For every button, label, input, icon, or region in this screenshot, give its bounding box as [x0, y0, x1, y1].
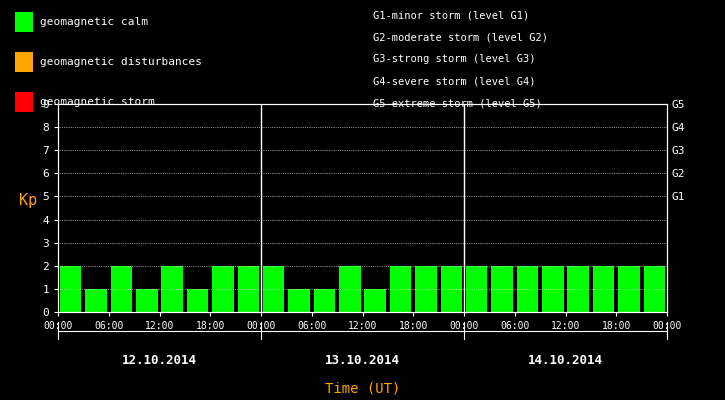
Text: geomagnetic calm: geomagnetic calm: [40, 17, 148, 27]
Bar: [390, 266, 411, 312]
Bar: [644, 266, 665, 312]
Bar: [86, 289, 107, 312]
Text: G4-severe storm (level G4): G4-severe storm (level G4): [373, 76, 536, 86]
Text: G3-strong storm (level G3): G3-strong storm (level G3): [373, 54, 536, 64]
Bar: [314, 289, 335, 312]
Bar: [289, 289, 310, 312]
Bar: [212, 266, 233, 312]
Y-axis label: Kp: Kp: [19, 193, 38, 208]
Bar: [60, 266, 81, 312]
Bar: [618, 266, 639, 312]
Bar: [466, 266, 487, 312]
Bar: [441, 266, 462, 312]
Bar: [365, 289, 386, 312]
Bar: [593, 266, 614, 312]
Bar: [568, 266, 589, 312]
Text: 14.10.2014: 14.10.2014: [528, 354, 603, 367]
Bar: [111, 266, 132, 312]
Text: G5-extreme storm (level G5): G5-extreme storm (level G5): [373, 98, 542, 108]
Bar: [492, 266, 513, 312]
Text: Time (UT): Time (UT): [325, 382, 400, 396]
Text: 13.10.2014: 13.10.2014: [325, 354, 400, 367]
Text: 12.10.2014: 12.10.2014: [122, 354, 197, 367]
Bar: [238, 266, 259, 312]
Bar: [339, 266, 360, 312]
Bar: [415, 266, 436, 312]
Bar: [162, 266, 183, 312]
Bar: [263, 266, 284, 312]
Text: geomagnetic storm: geomagnetic storm: [40, 97, 154, 107]
Bar: [542, 266, 563, 312]
Text: G1-minor storm (level G1): G1-minor storm (level G1): [373, 10, 530, 20]
Text: G2-moderate storm (level G2): G2-moderate storm (level G2): [373, 32, 548, 42]
Bar: [517, 266, 538, 312]
Text: geomagnetic disturbances: geomagnetic disturbances: [40, 57, 202, 67]
Bar: [187, 289, 208, 312]
Bar: [136, 289, 157, 312]
